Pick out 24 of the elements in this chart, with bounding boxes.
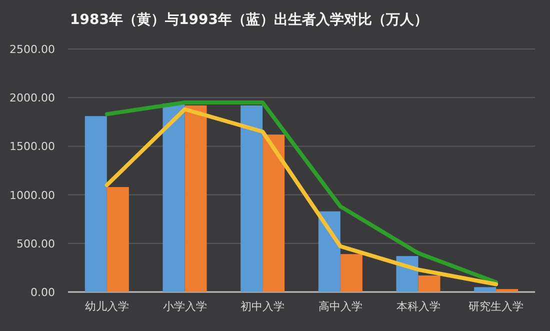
bar xyxy=(106,187,129,292)
y-tick-label: 1000.00 xyxy=(10,188,55,202)
x-tick-label: 初中入学 xyxy=(240,300,285,313)
bar xyxy=(318,211,340,292)
bar xyxy=(184,105,207,292)
bar xyxy=(162,103,185,292)
x-tick-label: 高中入学 xyxy=(318,300,362,313)
bar xyxy=(240,105,263,292)
x-tick-label: 幼儿入学 xyxy=(84,300,129,313)
bar xyxy=(496,289,518,292)
x-tick-label: 本科入学 xyxy=(396,300,440,313)
y-tick-label: 500.00 xyxy=(16,237,55,250)
bar xyxy=(84,116,107,292)
y-tick-label: 1500.00 xyxy=(10,140,55,154)
title: 1983年（黄）与1993年（蓝）出生者入学对比（万人） xyxy=(70,12,428,28)
x-tick-label: 研究生入学 xyxy=(468,300,524,313)
bar xyxy=(262,134,285,292)
y-tick-label: 2000.00 xyxy=(10,92,55,105)
bar xyxy=(418,275,440,292)
bar xyxy=(340,254,362,292)
bar xyxy=(474,287,496,292)
x-tick-label: 小学入学 xyxy=(162,300,207,313)
y-tick-label: 0.00 xyxy=(30,286,55,299)
y-tick-label: 2500.00 xyxy=(10,43,55,56)
